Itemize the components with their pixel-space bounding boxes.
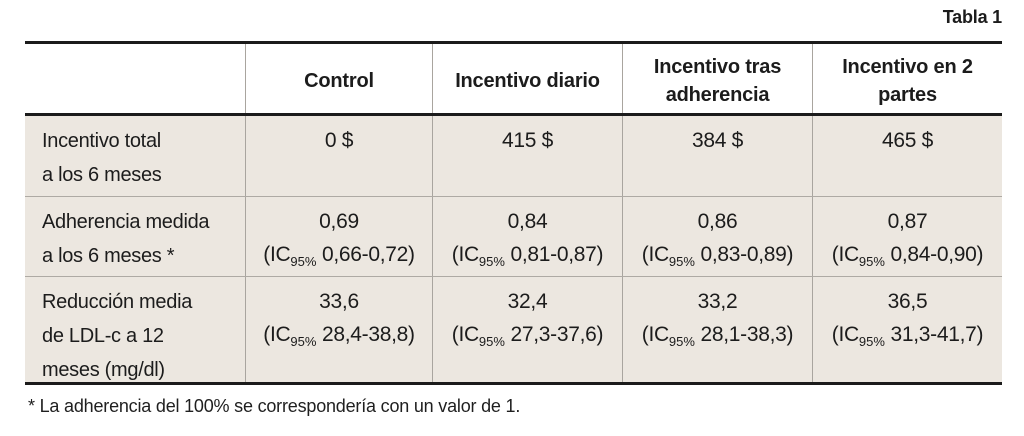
value-cell: 0 $ [245,116,432,196]
cell-confidence-interval: (IC95% 28,4-38,8) [246,318,432,353]
data-table: Control Incentivo diario Incentivo tras … [25,41,1002,385]
row-label-line: Adherencia medida [42,211,210,233]
ci-range: 28,4-38,8) [316,323,415,346]
cell-confidence-interval: (IC95% 0,81-0,87) [433,238,622,273]
header-line: Incentivo diario [455,69,600,92]
ci-range: 0,84-0,90) [884,243,984,266]
header-line: partes [878,83,937,106]
ci-subscript: 95% [478,334,505,349]
cell-value: 465 $ [881,129,934,152]
header-empty-cell [25,44,245,113]
ci-open: (IC [451,323,479,346]
ci-subscript: 95% [858,334,885,349]
cell-confidence-interval: (IC95% 27,3-37,6) [433,318,622,353]
cell-value: 0 $ [324,129,354,152]
column-header-control: Control [245,44,432,113]
column-header-incentivo-tras-adherencia: Incentivo tras adherencia [622,44,812,113]
cell-value: 384 $ [691,129,744,152]
value-cell: 384 $ [622,116,812,196]
ci-range: 0,81-0,87) [504,243,604,266]
ci-range: 31,3-41,7) [884,323,984,346]
table-row-incentivo-total: Incentivo total a los 6 meses 0 $ 415 $ … [25,116,1002,196]
ci-open: (IC [263,243,291,266]
ci-open: (IC [831,323,859,346]
row-label: Reducción media de LDL-c a 12 meses (mg/… [25,277,245,382]
ci-range: 0,66-0,72) [316,243,415,266]
row-label-line: a los 6 meses [42,164,162,186]
cell-confidence-interval: (IC95% 0,66-0,72) [246,238,432,273]
row-label-line: meses (mg/dl) [42,359,165,381]
cell-value: 0,86 [697,210,738,233]
value-cell: 415 $ [432,116,622,196]
ci-subscript: 95% [290,254,317,269]
cell-value: 33,6 [319,290,359,313]
footnote: * La adherencia del 100% se corresponder… [28,396,521,416]
column-header-incentivo-diario: Incentivo diario [432,44,622,113]
cell-value: 0,87 [887,210,928,233]
value-cell: 33,6 (IC95% 28,4-38,8) [245,277,432,382]
row-label: Incentivo total a los 6 meses [25,116,245,196]
header-line: Incentivo tras [653,55,782,78]
row-label-line: Reducción media [42,291,193,313]
cell-value: 415 $ [501,129,554,152]
value-cell: 0,86 (IC95% 0,83-0,89) [622,197,812,276]
cell-value: 36,5 [887,290,928,313]
table-row-adherencia-medida: Adherencia medida a los 6 meses * 0,69 (… [25,196,1002,276]
cell-value: 0,84 [507,210,548,233]
ci-range: 28,1-38,3) [694,323,794,346]
ci-subscript: 95% [668,334,695,349]
value-cell: 0,87 (IC95% 0,84-0,90) [812,197,1002,276]
row-label-line: a los 6 meses * [42,245,175,267]
cell-confidence-interval: (IC95% 0,83-0,89) [623,238,812,273]
ci-open: (IC [831,243,859,266]
header-line: Control [304,69,374,92]
row-label-line: de LDL-c a 12 [42,325,164,347]
value-cell: 36,5 (IC95% 31,3-41,7) [812,277,1002,382]
ci-open: (IC [641,243,669,266]
header-line: adherencia [665,83,770,106]
ci-open: (IC [451,243,479,266]
value-cell: 465 $ [812,116,1002,196]
cell-value: 32,4 [507,290,548,313]
value-cell: 32,4 (IC95% 27,3-37,6) [432,277,622,382]
cell-value: 33,2 [697,290,738,313]
cell-confidence-interval: (IC95% 31,3-41,7) [813,318,1002,353]
table-header-row: Control Incentivo diario Incentivo tras … [25,44,1002,116]
ci-open: (IC [263,323,291,346]
cell-confidence-interval: (IC95% 28,1-38,3) [623,318,812,353]
value-cell: 0,69 (IC95% 0,66-0,72) [245,197,432,276]
ci-range: 0,83-0,89) [694,243,794,266]
ci-range: 27,3-37,6) [504,323,604,346]
ci-subscript: 95% [478,254,505,269]
cell-confidence-interval: (IC95% 0,84-0,90) [813,238,1002,273]
ci-subscript: 95% [290,334,317,349]
cell-value: 0,69 [319,210,359,233]
ci-open: (IC [641,323,669,346]
value-cell: 0,84 (IC95% 0,81-0,87) [432,197,622,276]
row-label-line: Incentivo total [42,130,161,152]
ci-subscript: 95% [858,254,885,269]
table-caption: Tabla 1 [942,7,1002,27]
header-line: Incentivo en 2 [842,55,973,78]
value-cell: 33,2 (IC95% 28,1-38,3) [622,277,812,382]
column-header-incentivo-en-2-partes: Incentivo en 2 partes [812,44,1002,113]
table-row-reduccion-ldl: Reducción media de LDL-c a 12 meses (mg/… [25,276,1002,382]
row-label: Adherencia medida a los 6 meses * [25,197,245,276]
ci-subscript: 95% [668,254,695,269]
